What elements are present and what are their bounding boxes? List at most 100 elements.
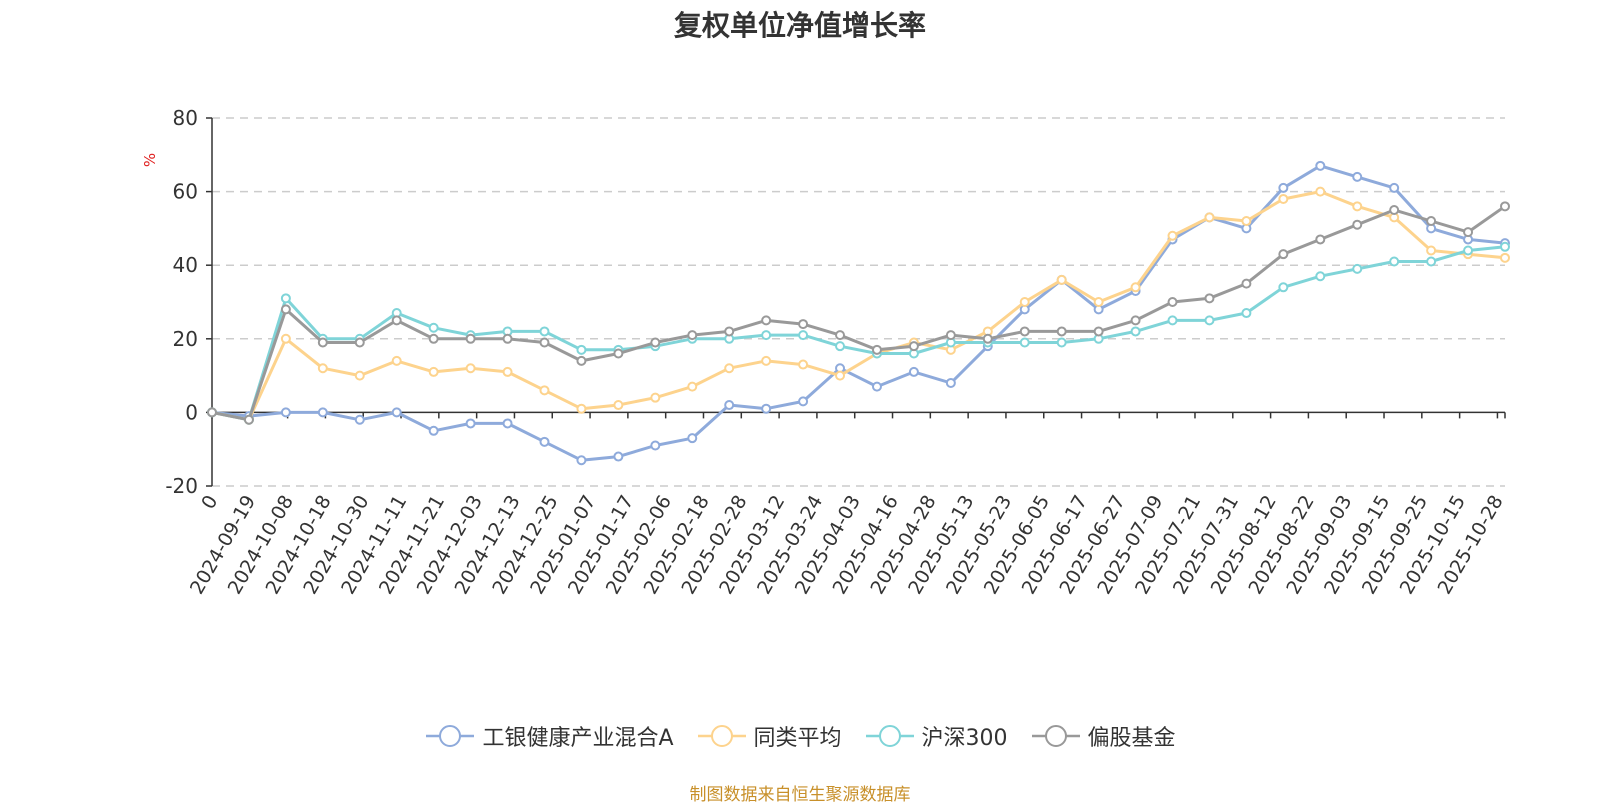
data-point: [1389, 205, 1400, 215]
data-point: [761, 355, 772, 366]
data-point: [1241, 308, 1252, 319]
y-tick-label: -20: [165, 474, 198, 498]
series-line: [211, 190, 1506, 422]
data-point: [650, 392, 661, 403]
data-point: [576, 403, 587, 414]
legend-item[interactable]: 同类平均: [696, 720, 842, 752]
data-point: [982, 333, 993, 344]
data-point: [243, 414, 254, 425]
data-point: [1352, 201, 1363, 212]
data-point: [687, 433, 698, 444]
data-point: [687, 381, 698, 392]
chart-title: 复权单位净值增长率: [673, 9, 926, 42]
data-point: [391, 407, 402, 418]
data-point: [1241, 216, 1252, 227]
data-point: [354, 337, 365, 348]
data-point: [465, 363, 476, 374]
legend: 工银健康产业混合A 同类平均 沪深300 偏股基金: [0, 720, 1600, 752]
data-point: [354, 370, 365, 381]
data-point: [1167, 315, 1178, 326]
data-point: [1204, 212, 1215, 223]
data-point: [1500, 241, 1510, 252]
legend-swatch-icon: [865, 725, 914, 747]
data-point: [502, 366, 513, 377]
data-point: [1278, 182, 1289, 193]
data-point: [1204, 315, 1215, 326]
data-point: [1130, 315, 1141, 326]
data-point: [1056, 337, 1067, 348]
series-line: [211, 245, 1506, 422]
grid-lines: [212, 117, 1505, 487]
data-point: [502, 418, 513, 429]
legend-label: 工银健康产业混合A: [482, 726, 674, 751]
legend-item[interactable]: 沪深300: [864, 720, 1008, 752]
data-point: [317, 407, 328, 418]
data-point: [1426, 216, 1437, 227]
data-point: [1130, 326, 1141, 337]
legend-swatch-icon: [697, 725, 746, 747]
data-point: [908, 341, 919, 352]
data-point: [761, 330, 772, 341]
legend-item[interactable]: 工银健康产业混合A: [424, 720, 674, 752]
data-point: [613, 348, 624, 359]
data-point: [1019, 326, 1030, 337]
data-point: [1204, 293, 1215, 304]
data-point: [1093, 297, 1104, 307]
data-point: [539, 337, 550, 348]
data-point: [835, 370, 846, 381]
y-axis-unit: %: [141, 153, 159, 167]
data-point: [1389, 256, 1400, 267]
data-point: [1315, 160, 1326, 171]
data-point: [724, 326, 735, 337]
series-0: [207, 160, 1510, 466]
data-point: [1130, 282, 1141, 293]
data-point: [317, 337, 328, 348]
data-point: [613, 451, 624, 462]
data-point: [798, 319, 809, 330]
data-point: [1389, 182, 1400, 193]
data-point: [945, 377, 956, 388]
y-tick-label: 0: [185, 400, 198, 424]
data-point: [761, 315, 772, 326]
axes: -2002040608002024-09-192024-10-082024-10…: [165, 106, 1507, 598]
data-point: [428, 366, 439, 377]
data-source-note: 制图数据来自恒生聚源数据库: [689, 785, 911, 805]
y-tick-label: 60: [173, 180, 198, 204]
legend-item[interactable]: 偏股基金: [1030, 720, 1176, 752]
data-point: [1352, 171, 1363, 182]
data-point: [908, 366, 919, 377]
data-point: [317, 363, 328, 374]
data-point: [280, 407, 291, 418]
data-point: [871, 381, 882, 392]
series-2: [207, 241, 1510, 425]
data-point: [1463, 245, 1474, 256]
data-point: [428, 322, 439, 333]
data-point: [465, 333, 476, 344]
data-point: [1167, 297, 1178, 307]
data-point: [576, 355, 587, 366]
series-line: [211, 205, 1506, 422]
data-point: [798, 359, 809, 370]
data-point: [1241, 278, 1252, 289]
legend-swatch-icon: [426, 725, 475, 747]
data-point: [428, 333, 439, 344]
data-point: [724, 400, 735, 411]
legend-label: 偏股基金: [1087, 726, 1176, 751]
data-point: [1056, 274, 1067, 285]
x-tick-label: 0: [197, 492, 222, 513]
data-point: [1093, 326, 1104, 337]
data-point: [1315, 271, 1326, 282]
data-point: [871, 344, 882, 355]
data-point: [502, 333, 513, 344]
data-point: [391, 355, 402, 366]
data-point: [1056, 326, 1067, 337]
data-point: [1315, 234, 1326, 245]
data-point: [761, 403, 772, 414]
data-point: [1352, 219, 1363, 230]
legend-swatch-icon: [1031, 725, 1080, 747]
data-point: [945, 330, 956, 341]
data-point: [650, 337, 661, 348]
data-point: [798, 330, 809, 341]
data-point: [280, 304, 291, 315]
